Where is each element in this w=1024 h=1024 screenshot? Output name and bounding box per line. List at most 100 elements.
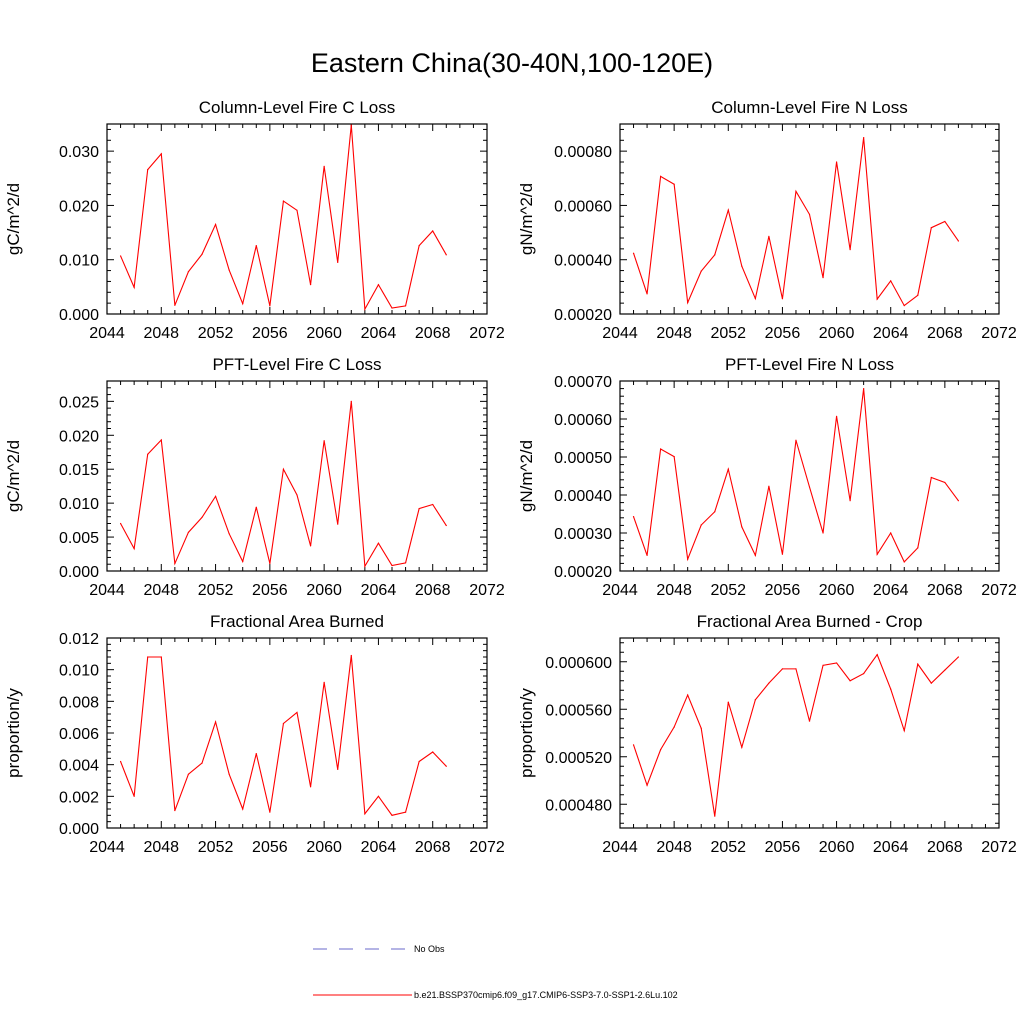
panel-title: Fractional Area Burned - Crop: [697, 612, 923, 631]
data-point: [822, 532, 824, 534]
data-point: [337, 523, 339, 525]
y-tick-label: 0.00040: [554, 488, 612, 505]
y-tick-label: 0.00070: [554, 374, 612, 391]
data-point: [377, 284, 380, 286]
data-point: [133, 548, 135, 550]
data-point: [187, 271, 190, 273]
data-point: [282, 722, 285, 725]
x-tick-label: 2048: [656, 839, 692, 856]
y-tick-label: 0.000: [59, 821, 99, 838]
series-line: [120, 401, 447, 569]
data-point: [296, 209, 298, 211]
data-point: [876, 553, 878, 555]
x-tick-label: 2064: [361, 839, 397, 856]
data-point: [957, 500, 959, 502]
data-point: [404, 305, 407, 307]
y-tick-label: 0.000520: [545, 750, 612, 767]
panel-5: 2044 2048 2052 2056 2060 2064 2068 2072 0.000 0.0…: [4, 612, 505, 856]
series-line: [633, 137, 959, 307]
y-tick-label: 0.004: [59, 758, 99, 775]
data-point: [255, 506, 257, 508]
y-tick-label: 0.000480: [545, 797, 612, 814]
data-point: [147, 169, 149, 171]
x-tick-label: 2052: [710, 839, 746, 856]
x-tick-label: 2052: [198, 839, 234, 856]
data-point: [835, 161, 838, 163]
data-point: [404, 811, 407, 813]
data-point: [445, 524, 447, 527]
x-tick-label: 2072: [469, 582, 505, 599]
x-tick-label: 2044: [89, 582, 125, 599]
y-axis-label: gN/m^2/d: [517, 440, 536, 512]
data-point: [930, 227, 932, 229]
data-point: [944, 669, 946, 671]
data-point: [714, 815, 716, 817]
y-tick-label: 0.020: [59, 428, 99, 445]
data-point: [903, 304, 905, 307]
y-axis-label: gC/m^2/d: [4, 440, 23, 512]
data-point: [903, 561, 905, 563]
data-point: [282, 468, 285, 470]
data-point: [835, 415, 838, 417]
plot-frame: [106, 637, 488, 829]
data-point: [432, 503, 434, 506]
x-tick-label: 2064: [361, 582, 397, 599]
data-point: [957, 240, 959, 242]
y-axis-label: proportion/y: [517, 688, 536, 778]
data-point: [863, 673, 865, 675]
y-tick-label: 0.025: [59, 394, 99, 411]
y-tick-label: 0.005: [59, 530, 99, 547]
data-point: [350, 654, 352, 657]
x-tick-label: 2072: [981, 839, 1017, 856]
x-tick-label: 2048: [656, 325, 692, 342]
x-tick-label: 2048: [143, 582, 179, 599]
data-point: [187, 773, 190, 775]
y-tick-label: 0.00050: [554, 450, 612, 467]
y-tick-label: 0.000560: [545, 702, 612, 719]
data-point: [795, 668, 797, 670]
data-point: [119, 522, 122, 525]
data-point: [201, 253, 203, 255]
data-point: [418, 760, 420, 763]
data-point: [917, 547, 919, 549]
y-tick-label: 0.008: [59, 694, 99, 711]
data-point: [754, 699, 756, 701]
y-tick-label: 0.00020: [554, 564, 612, 581]
data-point: [930, 682, 932, 684]
y-tick-label: 0.00060: [554, 198, 612, 215]
data-point: [187, 531, 190, 533]
data-point: [147, 453, 149, 455]
data-point: [119, 760, 122, 763]
x-tick-label: 2068: [415, 839, 451, 856]
data-point: [687, 302, 689, 304]
data-point: [700, 270, 702, 272]
x-tick-label: 2052: [198, 325, 234, 342]
data-point: [214, 495, 217, 497]
data-point: [350, 400, 352, 402]
data-point: [646, 784, 648, 786]
data-point: [700, 524, 702, 526]
data-point: [160, 153, 162, 155]
data-point: [418, 507, 420, 510]
series-line: [633, 653, 959, 817]
data-point: [890, 688, 892, 690]
data-point: [323, 440, 325, 442]
data-point: [269, 305, 271, 307]
x-tick-label: 2052: [710, 582, 746, 599]
y-tick-label: 0.010: [59, 663, 99, 680]
data-point: [849, 249, 851, 251]
x-tick-label: 2060: [819, 582, 855, 599]
panel-title: Fractional Area Burned: [210, 612, 384, 631]
y-tick-label: 0.012: [59, 631, 99, 648]
data-point: [714, 511, 716, 513]
data-point: [228, 533, 230, 535]
data-point: [673, 183, 675, 185]
x-tick-label: 2056: [252, 325, 288, 342]
x-tick-label: 2068: [415, 582, 451, 599]
y-tick-label: 0.010: [59, 253, 99, 270]
data-point: [269, 562, 271, 565]
x-tick-label: 2048: [656, 582, 692, 599]
data-point: [808, 486, 811, 488]
x-tick-label: 2060: [306, 325, 342, 342]
